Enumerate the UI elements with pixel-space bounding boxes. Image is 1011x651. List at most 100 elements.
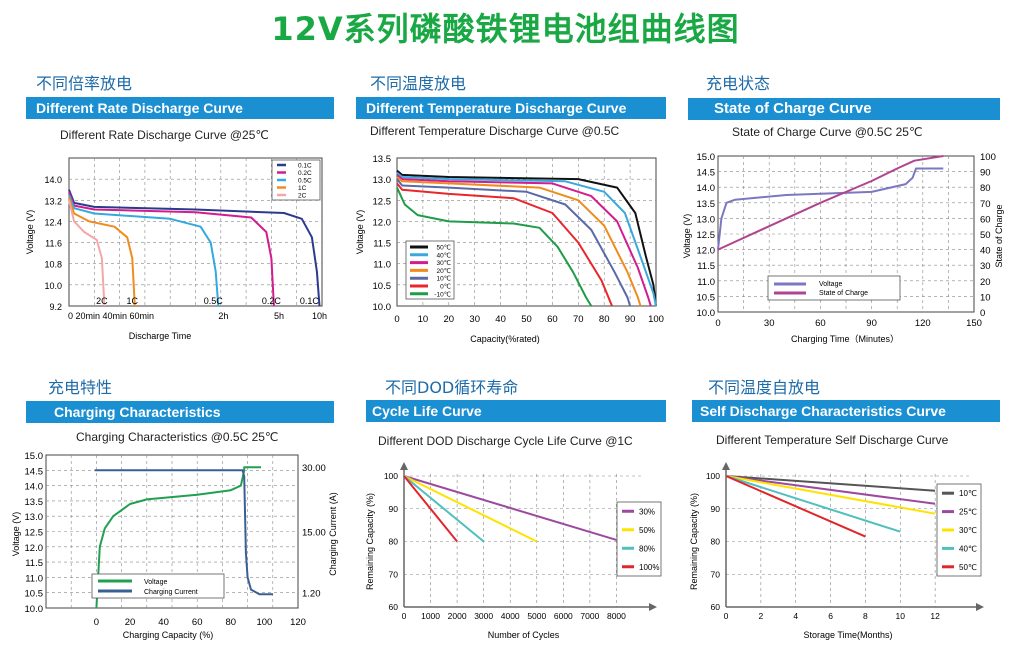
y-tick-label: 11.5 bbox=[373, 239, 391, 250]
y-tick-label: 10.8 bbox=[44, 260, 62, 270]
legend-label: 80% bbox=[639, 544, 655, 553]
legend-label: 30℃ bbox=[436, 259, 451, 267]
series-line-charging-current bbox=[94, 469, 273, 596]
chart-temp: 10.0 10.5 11.0 11.5 12.0 12.5 13.0 13.5 0 10 20 30 4… bbox=[355, 154, 664, 344]
x-tick-label: 1000 bbox=[421, 611, 440, 621]
x-tick-label: 150 bbox=[966, 318, 982, 329]
x-axis-label: Number of Cycles bbox=[488, 630, 560, 640]
x-axis-arrow bbox=[649, 603, 657, 611]
series-line-1c bbox=[68, 197, 136, 307]
y-right-tick-label: 20 bbox=[980, 277, 991, 288]
legend-label: 40℃ bbox=[959, 544, 977, 553]
legend-label: 50℃ bbox=[436, 244, 451, 252]
x-tick-label: 80 bbox=[599, 314, 610, 325]
y-tick-label: 70 bbox=[389, 569, 399, 579]
x-tick-label: 60 bbox=[192, 617, 203, 628]
y-right-axis-label: Charging Current (A) bbox=[328, 492, 338, 576]
legend-label: 20℃ bbox=[436, 267, 451, 275]
legend-label: State of Charge bbox=[819, 290, 868, 297]
y-axis-arrow bbox=[400, 462, 408, 470]
y-tick-label: 11.5 bbox=[697, 261, 715, 272]
x-axis-label: Capacity(%rated) bbox=[470, 334, 540, 344]
y-right-tick-label: 15.00 bbox=[302, 528, 326, 539]
x-tick-label: 40 bbox=[495, 314, 506, 325]
x-tick-label: 30 bbox=[469, 314, 480, 325]
y-right-tick-label: 100 bbox=[980, 152, 996, 163]
x-tick-label: 8000 bbox=[607, 611, 626, 621]
page-title: 12V系列磷酸铁锂电池组曲线图 bbox=[271, 10, 740, 48]
y-tick-label: 80 bbox=[711, 537, 721, 547]
x-tick-label: 0 bbox=[402, 611, 407, 621]
x-tick-label: 70 bbox=[573, 314, 584, 325]
y-tick-label: 100 bbox=[706, 471, 720, 481]
y-tick-label: 14.0 bbox=[697, 183, 716, 194]
legend-box bbox=[767, 275, 901, 301]
y-tick-label: 13.5 bbox=[373, 154, 392, 165]
series-line-50 bbox=[396, 169, 657, 307]
y-tick-label: 14.0 bbox=[44, 175, 62, 185]
y-tick-label: 11.6 bbox=[45, 239, 62, 249]
y-tick-label: 14.5 bbox=[697, 168, 716, 179]
y-right-tick-label: 0 bbox=[980, 308, 985, 319]
chart-title-soc: State of Charge Curve bbox=[688, 98, 1000, 120]
legend-box bbox=[405, 240, 455, 300]
legend-label: Charging Current bbox=[144, 589, 198, 596]
y-tick-label: 11.0 bbox=[25, 573, 43, 584]
x-tick-label: 40 bbox=[158, 617, 169, 628]
legend-label: 0.1C bbox=[298, 163, 312, 170]
y-right-tick-label: 40 bbox=[980, 246, 991, 257]
series-line-0 bbox=[396, 182, 613, 307]
x-tick-label: 4 bbox=[793, 611, 798, 621]
x-tick-label: 90 bbox=[625, 314, 636, 325]
series-line-50 bbox=[403, 475, 538, 543]
legend-box bbox=[616, 501, 662, 577]
chart-subtitle-temp: Different Temperature Discharge Curve @0… bbox=[370, 124, 620, 138]
x-axis-arrow bbox=[976, 603, 984, 611]
x-tick-label: 2 bbox=[758, 611, 763, 621]
x-axis-label: Charging Time（Minutes） bbox=[791, 334, 899, 344]
series-line-0-5c bbox=[68, 194, 220, 307]
x-tick-label: 0 bbox=[724, 611, 729, 621]
legend-label: 10℃ bbox=[436, 275, 451, 283]
y-right-axis-label: State of Charge bbox=[994, 204, 1004, 267]
x-tick-label: 60 bbox=[547, 314, 558, 325]
y-right-tick-label: 60 bbox=[980, 214, 991, 225]
chart-title-self: Self Discharge Characteristics Curve bbox=[692, 400, 1000, 422]
y-tick-label: 12.0 bbox=[373, 217, 392, 228]
chart-title-temp: Different Temperature Discharge Curve bbox=[356, 97, 666, 119]
x-tick-label: 10 bbox=[896, 611, 906, 621]
y-tick-label: 14.0 bbox=[25, 482, 44, 493]
y-tick-label: 12.5 bbox=[697, 230, 716, 241]
legend-label: 0.5C bbox=[298, 178, 312, 185]
y-tick-label: 12.4 bbox=[44, 217, 62, 227]
legend-label: 0.2C bbox=[298, 170, 312, 177]
y-tick-label: 14.5 bbox=[25, 466, 44, 477]
series-line-30 bbox=[396, 174, 652, 307]
chart-soc: 10.0 10.5 11.0 11.5 12.0 12.5 13.0 13.5 14.0 14.5… bbox=[682, 152, 1004, 344]
x-tick-label: 0 20min 40min 60min bbox=[68, 311, 154, 321]
x-tick-label: 3000 bbox=[474, 611, 493, 621]
x-tick-label: 100 bbox=[256, 617, 272, 628]
chart-rate: 9.2 10.0 10.8 11.6 12.4 13.2 14.0 0 20min 40min… bbox=[25, 157, 327, 341]
x-axis-label: Charging Capacity (%) bbox=[123, 630, 214, 640]
series-line-40 bbox=[396, 172, 657, 307]
legend-label: 10℃ bbox=[959, 489, 977, 498]
chart-title-rate: Different Rate Discharge Curve bbox=[26, 97, 334, 119]
y-axis-label: Voltage (V) bbox=[355, 210, 365, 255]
legend-label: 25℃ bbox=[959, 508, 977, 517]
x-axis-label: Storage Time(Months) bbox=[803, 630, 892, 640]
x-tick-label: 0 bbox=[715, 318, 720, 329]
legend-label: Voltage bbox=[819, 281, 842, 288]
x-tick-label: 100 bbox=[648, 314, 664, 325]
x-tick-label: 5h bbox=[274, 311, 284, 321]
x-tick-label: 12 bbox=[930, 611, 940, 621]
y-tick-label: 10.5 bbox=[697, 292, 716, 303]
y-tick-label: 90 bbox=[389, 504, 399, 514]
y-axis-arrow bbox=[722, 462, 730, 470]
y-tick-label: 13.2 bbox=[44, 196, 62, 206]
y-tick-label: 80 bbox=[389, 537, 399, 547]
y-tick-label: 10.0 bbox=[373, 302, 392, 313]
legend-label: 40℃ bbox=[436, 251, 451, 259]
y-tick-label: 60 bbox=[711, 602, 721, 612]
series-line-80 bbox=[403, 475, 485, 543]
